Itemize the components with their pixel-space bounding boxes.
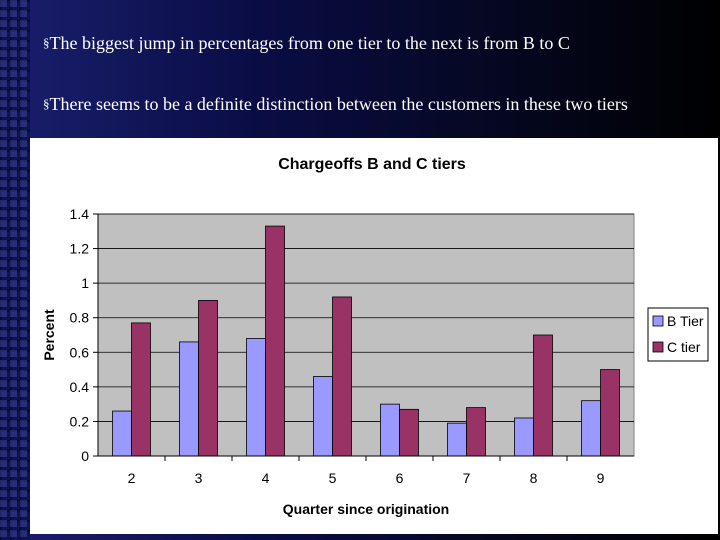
bar-c-tier-2 (131, 322, 151, 457)
x-tick-label: 6 (396, 470, 404, 486)
y-axis-ticks: 0 0.2 0.4 0.6 0.8 1 1.2 1.4 (70, 206, 634, 464)
bar-b-tier-6 (380, 403, 400, 457)
chart-title: Chargeoffs B and C tiers (278, 156, 466, 173)
legend-label: B Tier (667, 313, 704, 329)
bar-b-tier-8 (514, 417, 534, 457)
bullet-marker: § (43, 35, 50, 50)
bar-b-tier-5 (313, 376, 333, 457)
bar-c-tier-6 (399, 408, 419, 457)
y-tick-label: 0.2 (70, 413, 90, 429)
bar-c-tier-4 (265, 225, 285, 457)
y-tick-label: 1.4 (70, 206, 90, 222)
x-tick-label: 5 (329, 470, 337, 486)
chart-container: Chargeoffs B and C tiers 0 0.2 0.4 0.6 0.8 1 1… (30, 138, 718, 534)
y-tick-label: 0.6 (70, 344, 90, 360)
bar-b-tier-3 (179, 341, 199, 457)
x-tick-label: 8 (530, 470, 538, 486)
bars (112, 225, 620, 457)
y-tick-label: 0.4 (70, 379, 90, 395)
plot-area (97, 213, 635, 457)
bar-chart: Chargeoffs B and C tiers 0 0.2 0.4 0.6 0.8 1 1… (41, 156, 709, 517)
bar-c-tier-7 (466, 407, 486, 457)
bar-c-tier-9 (600, 369, 620, 457)
x-tick-label: 7 (463, 470, 471, 486)
legend-label: C tier (667, 339, 701, 355)
legend-swatch (652, 341, 664, 353)
decorative-side-strip (0, 0, 30, 540)
x-axis-label: Quarter since origination (283, 501, 449, 517)
x-tick-label: 2 (128, 470, 136, 486)
y-tick-label: 1 (81, 275, 89, 291)
x-tick-label: 9 (597, 470, 605, 486)
bar-b-tier-9 (581, 400, 601, 457)
y-axis-label: Percent (41, 309, 57, 361)
bar-c-tier-5 (332, 296, 352, 457)
bullet-point-2: §There seems to be a definite distinctio… (43, 92, 633, 116)
y-tick-label: 1.2 (70, 241, 90, 257)
bar-b-tier-2 (112, 410, 132, 457)
x-tick-label: 4 (262, 470, 270, 486)
bar-b-tier-7 (447, 422, 467, 457)
bullet-text: There seems to be a definite distinction… (49, 94, 628, 114)
bar-c-tier-3 (198, 300, 218, 457)
y-tick-label: 0.8 (70, 310, 90, 326)
legend-swatch (652, 315, 664, 327)
y-tick-label: 0 (81, 448, 89, 464)
bar-c-tier-8 (533, 334, 553, 457)
bullet-point-1: §The biggest jump in percentages from on… (43, 31, 633, 55)
x-axis-ticks: 2 3 4 5 6 7 8 9 (128, 456, 605, 486)
x-tick-label: 3 (195, 470, 203, 486)
chart-legend: B Tier C tier (647, 307, 709, 362)
bullet-text: The biggest jump in percentages from one… (49, 33, 570, 53)
bar-b-tier-4 (246, 338, 266, 457)
bullet-marker: § (43, 96, 50, 111)
